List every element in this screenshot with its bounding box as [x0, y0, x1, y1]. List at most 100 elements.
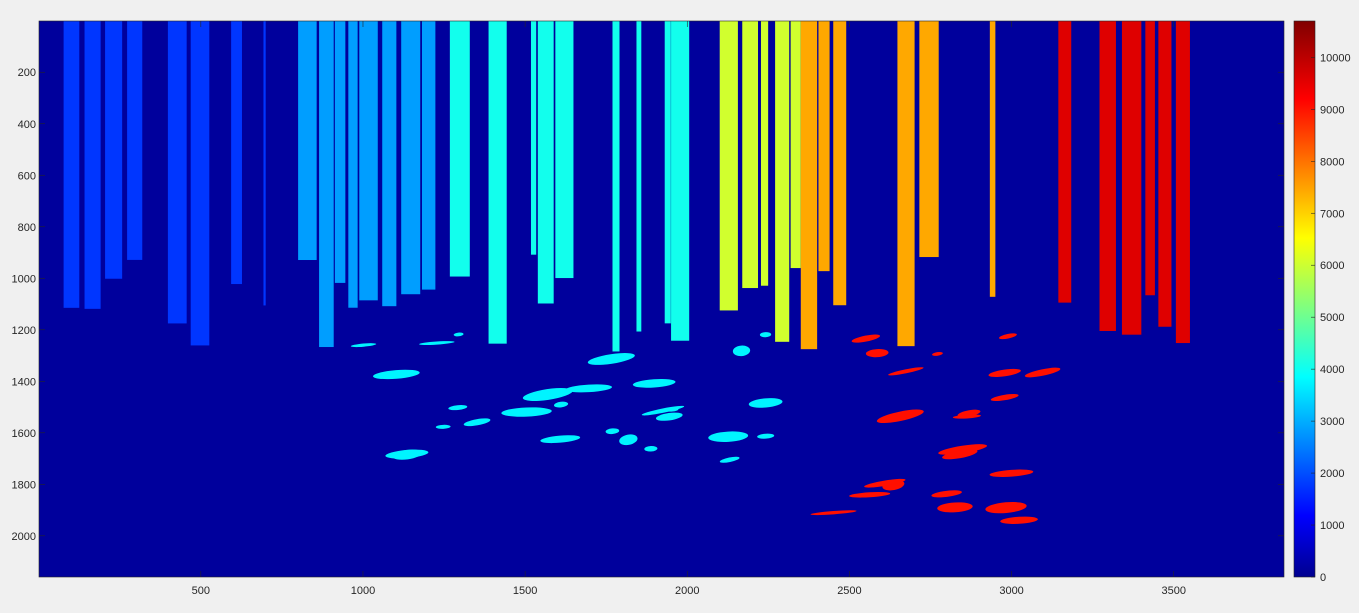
- colorbar-tick-label: 2000: [1320, 468, 1344, 480]
- trunk-stripe: [167, 21, 187, 324]
- ground-patch: [655, 412, 683, 421]
- colorbar-gradient: [1294, 21, 1315, 577]
- y-axis: 200 400 600 800 1000 1200 1400 1600 1800 2000: [12, 67, 1284, 543]
- trunk-stripe: [319, 21, 334, 348]
- trunk-stripe: [421, 21, 436, 290]
- region-trunks-yellow: [719, 21, 801, 342]
- ground-patch: [501, 407, 552, 417]
- ground-patch: [988, 368, 1021, 377]
- ground-patch: [989, 469, 1034, 477]
- x-tick-label: 500: [192, 585, 210, 597]
- ground-patch: [373, 369, 420, 380]
- x-axis: 500 1000 1500 2000 2500 3000 3500: [192, 21, 1186, 597]
- trunk-stripe: [334, 21, 346, 283]
- ground-patch: [748, 398, 783, 408]
- heatmap-background: [39, 21, 1284, 577]
- trunk-stripe: [449, 21, 470, 277]
- x-tick-label: 2500: [837, 585, 861, 597]
- trunk-stripe: [530, 21, 537, 255]
- colorbar-tick-label: 4000: [1320, 364, 1344, 376]
- colorbar-tick-label: 3000: [1320, 416, 1344, 428]
- y-tick-label: 1000: [12, 273, 36, 285]
- heatmap-plot-area: 500 1000 1500 2000 2500 3000 3500 200 400 600 800…: [12, 20, 1285, 597]
- trunk-stripe: [671, 21, 690, 341]
- ground-patch: [448, 405, 468, 411]
- trunk-stripe: [664, 21, 671, 324]
- y-tick-label: 2000: [12, 531, 36, 543]
- trunk-stripe: [231, 21, 242, 285]
- trunk-stripe: [1158, 21, 1172, 327]
- region-trunks-cyan: [449, 21, 690, 352]
- heatmap-regions: [63, 21, 1190, 524]
- region-trunks-red: [1058, 21, 1190, 344]
- trunk-stripe: [298, 21, 317, 261]
- ground-patch: [553, 401, 569, 408]
- ground-patch: [435, 424, 451, 429]
- ground-patch: [849, 492, 891, 498]
- trunk-stripe: [84, 21, 101, 309]
- colorbar-tick-label: 7000: [1320, 208, 1344, 220]
- ground-patch: [453, 332, 464, 337]
- colorbar-box: [1293, 20, 1316, 578]
- trunk-stripe: [1175, 21, 1190, 344]
- ground-patch: [999, 333, 1017, 340]
- y-tick-label: 1800: [12, 479, 36, 491]
- ground-patch: [587, 353, 635, 365]
- ground-patch: [392, 449, 422, 460]
- y-tick-label: 1600: [12, 428, 36, 440]
- colorbar-tick-label: 5000: [1320, 312, 1344, 324]
- trunk-stripe: [989, 21, 996, 297]
- trunk-stripe: [555, 21, 574, 279]
- ground-patch: [931, 490, 962, 498]
- colorbar-tick-label: 6000: [1320, 260, 1344, 272]
- y-tick-label: 400: [18, 119, 36, 131]
- trunk-stripe: [63, 21, 80, 308]
- ground-patch: [938, 444, 988, 455]
- ground-patch: [990, 393, 1019, 402]
- trunk-stripe: [1099, 21, 1116, 331]
- trunk-stripe: [263, 21, 266, 306]
- trunk-stripe: [1145, 21, 1155, 296]
- ground-patch: [641, 405, 685, 416]
- ground-patch: [1000, 516, 1038, 524]
- ground-patch: [565, 384, 613, 393]
- trunk-stripe: [537, 21, 554, 304]
- ground-patch: [632, 378, 676, 388]
- colorbar-tick-label: 9000: [1320, 104, 1344, 116]
- trunk-stripe: [897, 21, 915, 347]
- axes-box: [38, 20, 1285, 578]
- region-ground-cyan-band: [350, 332, 783, 463]
- colorbar: 0 1000 2000 3000 4000 5000 6000 7000 8000 9000 100…: [1293, 20, 1351, 584]
- trunk-stripe: [190, 21, 210, 346]
- trunk-stripe: [800, 21, 818, 350]
- y-tick-label: 1400: [12, 376, 36, 388]
- colorbar-tick-label: 8000: [1320, 156, 1344, 168]
- ground-patch: [619, 434, 638, 446]
- trunk-stripe: [760, 21, 769, 286]
- ground-patch: [522, 388, 573, 401]
- region-ground-red-patches: [810, 333, 1061, 524]
- trunk-stripe: [488, 21, 507, 344]
- x-tick-label: 3000: [999, 585, 1023, 597]
- trunk-stripe: [359, 21, 378, 301]
- ground-patch: [350, 343, 377, 348]
- ground-patch: [810, 510, 857, 516]
- ground-patch: [865, 349, 889, 358]
- trunk-stripe: [127, 21, 143, 260]
- trunk-stripe: [742, 21, 759, 289]
- trunk-stripe: [401, 21, 421, 295]
- colorbar-ticks: 0 1000 2000 3000 4000 5000 6000 7000 8000 9000 100…: [1311, 52, 1351, 584]
- colorbar-tick-label: 0: [1320, 572, 1326, 584]
- ground-patch: [605, 428, 620, 435]
- ground-patch: [937, 502, 973, 513]
- trunk-stripe: [636, 21, 642, 332]
- x-tick-label: 2000: [675, 585, 699, 597]
- ground-patch: [985, 501, 1027, 514]
- trunk-stripe: [612, 21, 620, 352]
- x-tick-label: 3500: [1161, 585, 1185, 597]
- trunk-stripe: [818, 21, 830, 272]
- trunk-stripe: [775, 21, 790, 342]
- region-trunks-far-left: [63, 21, 266, 346]
- y-tick-label: 800: [18, 222, 36, 234]
